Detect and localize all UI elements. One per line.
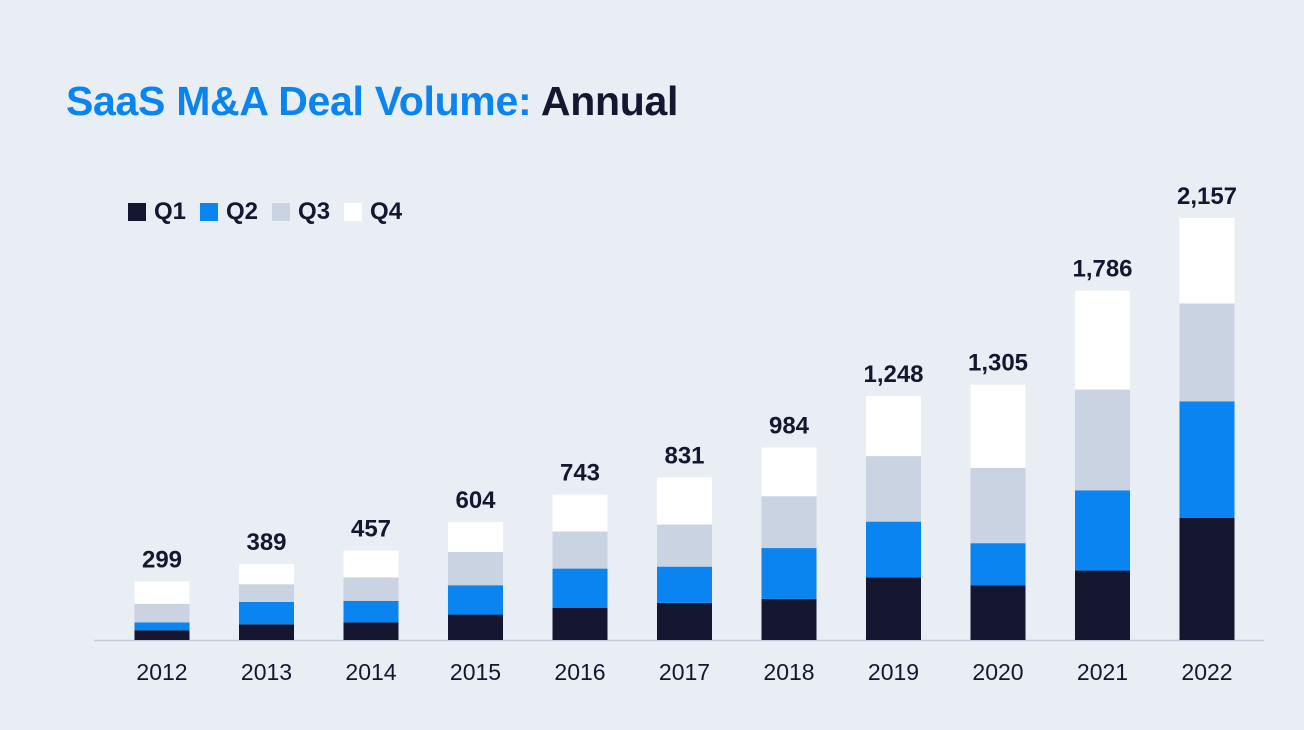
total-label-2012: 299 xyxy=(142,547,182,574)
bar-2014-q2 xyxy=(343,600,399,623)
legend-swatch-q3 xyxy=(272,203,291,221)
bar-2021-q1 xyxy=(1075,570,1130,640)
bar-2015-q3 xyxy=(448,551,503,586)
bar-2015-q1 xyxy=(448,614,503,640)
bar-2018-q3 xyxy=(761,496,817,549)
chart-title: SaaS M&A Deal Volume: Annual xyxy=(66,78,678,125)
bar-2020-q1 xyxy=(970,585,1026,640)
total-label-2018: 984 xyxy=(769,412,810,439)
x-tick-label-2019: 2019 xyxy=(868,659,919,685)
bar-2022-q4 xyxy=(1179,218,1235,304)
bar-2012-q4 xyxy=(134,581,190,604)
bar-2012-q1 xyxy=(134,630,190,640)
legend-swatch-q2 xyxy=(200,203,219,221)
bar-2021-q4 xyxy=(1075,290,1130,390)
bar-2015-q2 xyxy=(448,585,503,615)
x-tick-label-2022: 2022 xyxy=(1181,659,1232,685)
bar-2014-q3 xyxy=(343,577,399,601)
total-label-2013: 389 xyxy=(246,529,286,556)
bar-2022-q2 xyxy=(1179,401,1235,518)
x-tick-label-2013: 2013 xyxy=(241,659,292,685)
bar-2016-q4 xyxy=(552,494,608,532)
total-label-2019: 1,248 xyxy=(863,361,923,388)
bar-2021-q2 xyxy=(1075,490,1130,571)
bar-2017-q3 xyxy=(657,524,712,567)
total-label-2014: 457 xyxy=(351,516,391,543)
bar-2019-q2 xyxy=(866,521,921,578)
legend-label-q4: Q4 xyxy=(370,198,403,225)
x-tick-label-2014: 2014 xyxy=(345,659,396,685)
bar-2018-q2 xyxy=(761,548,817,599)
x-tick-label-2012: 2012 xyxy=(136,659,187,685)
chart-title-rest: Annual xyxy=(540,78,679,124)
bar-2014-q4 xyxy=(343,550,399,578)
bar-2017-q2 xyxy=(657,566,712,603)
bar-2021-q3 xyxy=(1075,389,1130,491)
total-label-2020: 1,305 xyxy=(968,350,1028,377)
legend-label-q3: Q3 xyxy=(298,198,331,225)
bar-2019-q4 xyxy=(866,395,921,457)
x-tick-label-2020: 2020 xyxy=(972,659,1023,685)
bar-2012-q3 xyxy=(134,603,190,623)
x-tick-label-2016: 2016 xyxy=(554,659,605,685)
bar-2017-q4 xyxy=(657,477,712,525)
total-label-2016: 743 xyxy=(560,460,600,487)
bar-2020-q3 xyxy=(970,467,1026,544)
total-label-2021: 1,786 xyxy=(1072,256,1132,283)
bar-2019-q1 xyxy=(866,577,921,640)
total-label-2022: 2,157 xyxy=(1177,183,1237,210)
bar-2017-q1 xyxy=(657,602,712,640)
x-tick-label-2021: 2021 xyxy=(1077,659,1128,685)
bar-2019-q3 xyxy=(866,456,921,522)
total-label-2017: 831 xyxy=(664,442,704,469)
legend-item-q2: Q2 xyxy=(200,198,258,226)
legend: Q1 Q2 Q3 Q4 xyxy=(128,198,402,226)
bar-2022-q3 xyxy=(1179,303,1235,402)
legend-label-q1: Q1 xyxy=(154,198,187,225)
bar-2013-q4 xyxy=(239,563,294,585)
legend-item-q3: Q3 xyxy=(272,198,330,226)
legend-swatch-q4 xyxy=(344,203,363,221)
bar-2013-q2 xyxy=(239,601,294,625)
bar-2020-q2 xyxy=(970,543,1026,586)
legend-item-q4: Q4 xyxy=(344,198,402,226)
x-tick-label-2015: 2015 xyxy=(450,659,501,685)
bar-2013-q3 xyxy=(239,584,294,602)
bar-2013-q1 xyxy=(239,624,294,640)
bar-2015-q4 xyxy=(448,521,503,552)
bar-2016-q1 xyxy=(552,607,608,640)
bar-2016-q2 xyxy=(552,568,608,608)
legend-item-q1: Q1 xyxy=(128,198,186,226)
bar-2014-q1 xyxy=(343,622,399,640)
x-tick-label-2018: 2018 xyxy=(763,659,814,685)
x-tick-label-2017: 2017 xyxy=(659,659,710,685)
bar-2018-q4 xyxy=(761,447,817,497)
bar-2012-q2 xyxy=(134,622,190,631)
total-label-2015: 604 xyxy=(455,487,496,514)
bar-2020-q4 xyxy=(970,384,1026,468)
chart-title-accent: SaaS M&A Deal Volume: xyxy=(66,78,532,124)
legend-label-q2: Q2 xyxy=(226,198,259,225)
bar-2016-q3 xyxy=(552,531,608,569)
legend-swatch-q1 xyxy=(128,203,146,221)
bar-2022-q1 xyxy=(1179,517,1235,640)
bar-2018-q1 xyxy=(761,598,817,640)
